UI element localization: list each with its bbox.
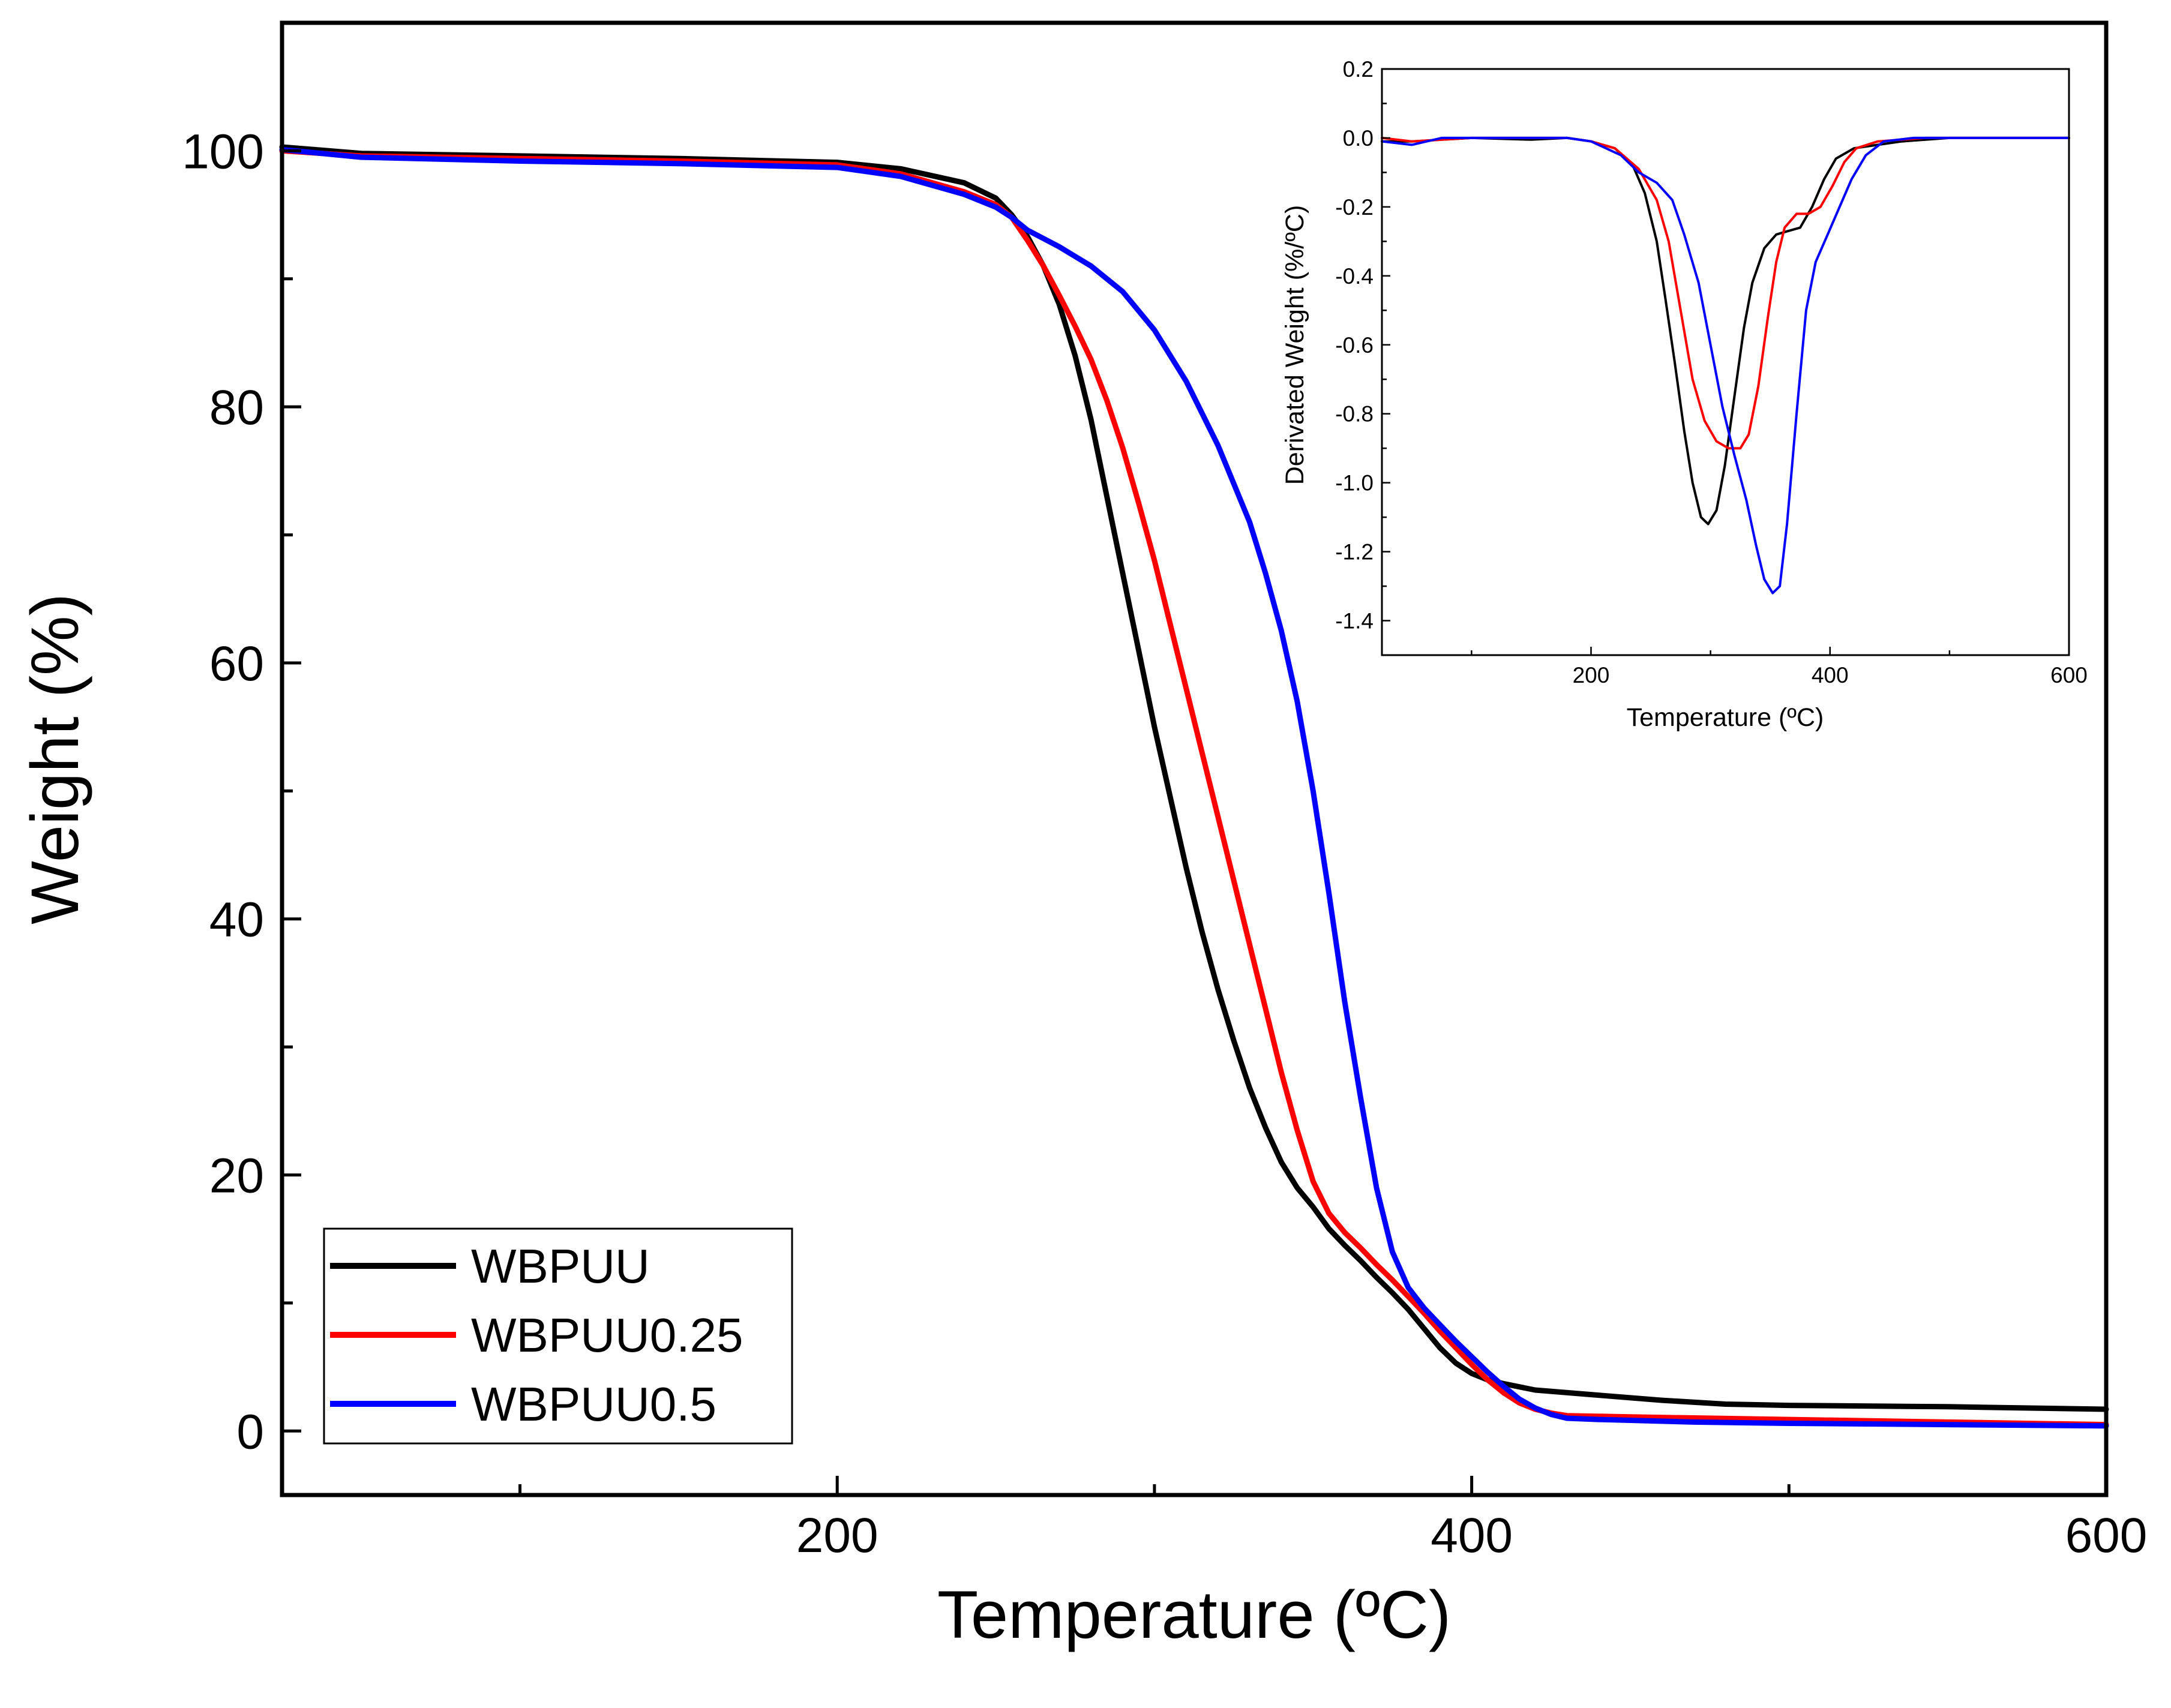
inset-y-axis-title: Derivated Weight (%/ºC) — [1281, 205, 1309, 485]
inset-x-tick-label-2: 600 — [2050, 663, 2088, 688]
main-y-tick-label-0: 0 — [236, 1404, 264, 1459]
inset-y-tick-label-7: -1.2 — [1335, 540, 1374, 565]
main-y-tick-label-2: 40 — [209, 893, 264, 947]
inset-x-tick-label-1: 400 — [1812, 663, 1849, 688]
main-x-ticks: 200 400 600 — [518, 1476, 2148, 1563]
legend-item-wbpuu: WBPUU — [330, 1239, 650, 1293]
inset-series-group — [1381, 136, 2070, 595]
legend-label-wbpuu05: WBPUU0.5 — [471, 1377, 716, 1431]
legend-label-wbpuu025: WBPUU0.25 — [471, 1308, 743, 1362]
inset-x-tick-label-0: 200 — [1573, 663, 1610, 688]
main-x-axis-title: Temperature (ºC) — [937, 1577, 1451, 1652]
main-x-tick-label-1: 400 — [1431, 1508, 1513, 1563]
inset-y-tick-label-4: -0.6 — [1335, 333, 1374, 358]
legend-item-wbpuu025: WBPUU0.25 — [330, 1308, 743, 1362]
inset-y-tick-label-6: -1.0 — [1335, 471, 1374, 496]
legend-label-wbpuu: WBPUU — [471, 1239, 650, 1293]
inset-x-ticks: 200 400 600 — [1471, 647, 2088, 688]
inset-chart: 200 400 600 0.2 0.0 -0.2 -0.4 -0.6 -0.8 -1.0 -1.2… — [1281, 57, 2088, 732]
main-plot-frame — [280, 20, 2109, 1497]
main-x-tick-label-0: 200 — [796, 1508, 878, 1563]
inset-y-tick-label-2: -0.2 — [1335, 195, 1374, 220]
legend-item-wbpuu05: WBPUU0.5 — [330, 1377, 716, 1431]
inset-y-tick-label-5: -0.8 — [1335, 402, 1374, 427]
inset-x-axis-title: Temperature (ºC) — [1627, 703, 1824, 732]
legend: WBPUU WBPUU0.25 WBPUU0.5 — [323, 1227, 793, 1445]
main-y-tick-label-4: 80 — [209, 380, 264, 435]
main-x-tick-label-2: 600 — [2065, 1508, 2148, 1563]
main-y-tick-label-5: 100 — [182, 124, 264, 179]
main-y-ticks: 0 20 40 60 80 100 — [182, 21, 301, 1459]
main-y-tick-label-1: 20 — [209, 1149, 264, 1203]
inset-y-tick-label-1: 0.0 — [1343, 126, 1374, 151]
inset-y-ticks: 0.2 0.0 -0.2 -0.4 -0.6 -0.8 -1.0 -1.2 -1.4 — [1335, 57, 1390, 656]
inset-y-tick-label-3: -0.4 — [1335, 264, 1374, 289]
main-y-axis-title: Weight (%) — [17, 593, 92, 924]
main-y-tick-label-3: 60 — [209, 637, 264, 691]
inset-y-tick-label-8: -1.4 — [1335, 609, 1374, 634]
inset-y-tick-label-0: 0.2 — [1343, 57, 1374, 82]
inset-series-line-2 — [1381, 136, 2070, 595]
main-series-line-2 — [279, 146, 2109, 1429]
inset-plot-frame — [1381, 68, 2070, 656]
main-series-group — [279, 144, 2109, 1429]
